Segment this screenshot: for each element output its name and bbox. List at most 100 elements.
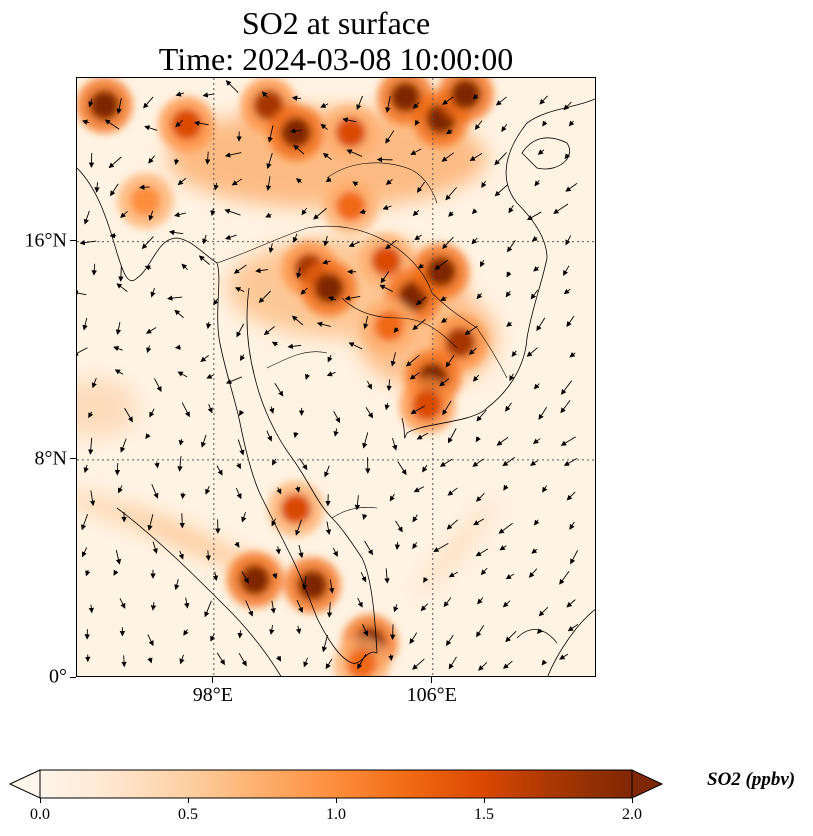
wind-vector [442,400,452,416]
wind-vector [499,545,507,551]
wind-vector [120,210,128,218]
wind-vector [332,547,338,557]
wind-vector [271,518,277,527]
wind-vector [144,125,158,131]
wind-vector [481,180,487,189]
wind-vectors [77,80,579,671]
wind-vector [566,599,576,608]
so2-hotspot [239,564,270,595]
wind-vector [213,298,219,306]
wind-vector [433,542,449,553]
map-plot-area[interactable] [76,77,596,677]
wind-vector [174,579,180,591]
wind-vector [362,624,369,637]
wind-vector [116,283,128,293]
wind-vector [174,309,184,319]
wind-vector [412,514,418,523]
wind-vector [235,487,242,500]
wind-vector [476,409,487,422]
wind-vector [405,354,420,367]
wind-vector [238,652,247,667]
wind-vector [448,211,454,217]
wind-vector [442,96,454,105]
so2-hotspot [280,493,311,524]
so2-hotspot [335,117,366,148]
wind-vector [178,550,184,560]
wind-vector [415,296,427,306]
wind-vector [566,315,575,327]
latitude-tick-mark [70,458,76,460]
wind-vector [210,633,216,642]
wind-vector [501,124,508,132]
wind-vector [147,514,154,531]
latitude-tick-label: 0° [49,665,67,688]
wind-vector [322,259,331,265]
wind-vector [528,568,538,578]
wind-vector [320,102,329,108]
wind-vector [440,317,448,323]
wind-vector [91,263,97,276]
wind-vector [420,603,429,612]
wind-vector [231,178,243,186]
wind-vector [147,634,154,647]
wind-vector [498,522,513,534]
wind-vector [81,514,89,531]
wind-vector [328,296,337,302]
wind-vector [272,573,278,580]
wind-vector [301,207,308,216]
wind-vector [81,547,88,558]
wind-vector [166,295,183,301]
wind-vector [234,541,240,548]
wind-vector [560,436,576,446]
wind-vector [145,327,157,334]
wind-vector [225,80,239,93]
wind-vector [560,399,571,414]
wind-vector [384,402,390,411]
colorbar-tick-mark [483,798,485,803]
so2-hotspot [171,109,202,140]
wind-vector [553,203,569,214]
wind-vector [494,184,508,197]
wind-vector [263,326,275,336]
so2-hotspot [280,117,311,148]
wind-vector [180,492,186,500]
wind-vector [289,128,302,134]
wind-vector [293,431,299,439]
wind-vector [118,266,124,282]
wind-vector [147,657,153,664]
wind-vector [150,601,157,611]
longitude-tick-label: 106°E [406,684,457,706]
latitude-tick-mark [70,676,76,678]
wind-vector [181,402,190,418]
wind-vector [236,462,241,470]
so2-hotspot [374,311,404,342]
wind-vector [506,271,512,278]
wind-vector [410,405,426,414]
wind-vector [116,97,122,115]
colorbar-tick-label: 0.0 [30,806,50,823]
wind-vector [386,379,392,392]
wind-vector [468,347,477,355]
wind-vector [200,434,207,448]
wind-vector [179,654,185,665]
colorbar-tick-label: 1.0 [326,806,346,823]
wind-vector [505,573,515,580]
colorbar-label: SO2 (ppbv) [707,769,796,790]
wind-vector [397,461,407,476]
wind-vector [526,211,542,221]
latitude-tick-label: 16°N [24,229,67,252]
wind-vector [324,465,330,478]
wind-vector [479,259,485,268]
wind-vector [568,120,575,127]
wind-vector [271,341,278,347]
wind-vector [472,93,479,100]
wind-vector [212,571,219,582]
wind-vector [508,204,514,214]
colorbar-tick-mark [335,798,337,803]
wind-vector [258,290,271,304]
wind-vector [177,371,188,378]
wind-vector [564,153,571,160]
wind-vector [88,98,94,108]
wind-vector [325,521,332,535]
colorbar-tick-label: 1.5 [474,806,494,823]
